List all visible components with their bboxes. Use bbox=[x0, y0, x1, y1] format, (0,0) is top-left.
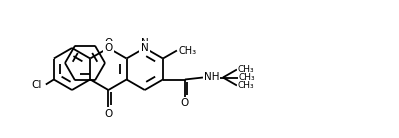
Text: O: O bbox=[104, 38, 113, 48]
Text: Cl: Cl bbox=[32, 79, 42, 90]
Text: N: N bbox=[141, 38, 148, 48]
Text: O: O bbox=[181, 99, 189, 108]
Text: CH₃: CH₃ bbox=[179, 46, 197, 55]
Text: CH₃: CH₃ bbox=[238, 81, 255, 90]
Text: O: O bbox=[104, 109, 113, 119]
Text: CH₃: CH₃ bbox=[238, 65, 255, 74]
Text: NH: NH bbox=[204, 72, 219, 83]
Text: N: N bbox=[141, 43, 148, 53]
Text: O: O bbox=[104, 43, 113, 53]
Text: CH₃: CH₃ bbox=[239, 73, 255, 82]
